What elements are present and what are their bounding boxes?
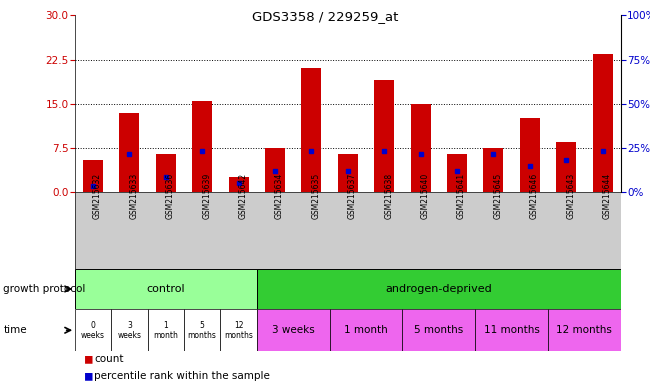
Text: 5 months: 5 months — [414, 325, 463, 335]
Text: GSM215644: GSM215644 — [603, 173, 612, 219]
Text: GSM215632: GSM215632 — [93, 173, 102, 219]
Text: GSM215636: GSM215636 — [166, 173, 175, 219]
Bar — [556, 142, 576, 192]
Bar — [402, 309, 475, 351]
Bar — [75, 269, 257, 309]
Bar — [520, 118, 540, 192]
Bar — [120, 113, 139, 192]
Text: 3 weeks: 3 weeks — [272, 325, 315, 335]
Bar — [411, 104, 430, 192]
Text: control: control — [146, 284, 185, 294]
Text: percentile rank within the sample: percentile rank within the sample — [94, 371, 270, 381]
Text: growth protocol: growth protocol — [3, 284, 86, 294]
Bar — [111, 309, 148, 351]
Bar — [83, 160, 103, 192]
Text: count: count — [94, 354, 124, 364]
Bar — [330, 309, 402, 351]
Text: GSM215635: GSM215635 — [311, 173, 320, 219]
Text: GSM215633: GSM215633 — [129, 173, 138, 219]
Text: GSM215643: GSM215643 — [566, 173, 575, 219]
Bar — [184, 309, 220, 351]
Text: GSM215637: GSM215637 — [348, 173, 357, 219]
Text: GSM215646: GSM215646 — [530, 173, 539, 219]
Text: GSM215634: GSM215634 — [275, 173, 284, 219]
Text: 11 months: 11 months — [484, 325, 540, 335]
Text: 5
months: 5 months — [188, 321, 216, 340]
Bar — [484, 148, 503, 192]
Bar — [75, 309, 111, 351]
Text: GSM215645: GSM215645 — [493, 173, 502, 219]
Text: GSM215642: GSM215642 — [239, 173, 248, 219]
Text: time: time — [3, 325, 27, 335]
Bar — [593, 54, 612, 192]
Bar — [257, 269, 621, 309]
Bar — [265, 148, 285, 192]
Bar — [475, 309, 548, 351]
Bar — [148, 309, 184, 351]
Bar — [192, 101, 212, 192]
Text: 3
weeks: 3 weeks — [118, 321, 141, 340]
Text: 0
weeks: 0 weeks — [81, 321, 105, 340]
Bar — [302, 68, 321, 192]
Bar — [220, 309, 257, 351]
Bar — [548, 309, 621, 351]
Text: ■: ■ — [84, 353, 92, 366]
Bar — [374, 80, 394, 192]
Text: GSM215641: GSM215641 — [457, 173, 466, 219]
Bar — [257, 309, 330, 351]
Text: androgen-deprived: androgen-deprived — [385, 284, 492, 294]
Text: ■: ■ — [84, 369, 92, 382]
Bar — [447, 154, 467, 192]
Text: GSM215640: GSM215640 — [421, 173, 430, 219]
Bar — [229, 177, 248, 192]
Text: GSM215639: GSM215639 — [202, 173, 211, 219]
Bar — [156, 154, 176, 192]
Text: GSM215638: GSM215638 — [384, 173, 393, 219]
Text: 1
month: 1 month — [153, 321, 178, 340]
Text: 1 month: 1 month — [344, 325, 388, 335]
Bar — [338, 154, 358, 192]
Text: 12 months: 12 months — [556, 325, 612, 335]
Text: GDS3358 / 229259_at: GDS3358 / 229259_at — [252, 10, 398, 23]
Text: 12
months: 12 months — [224, 321, 253, 340]
